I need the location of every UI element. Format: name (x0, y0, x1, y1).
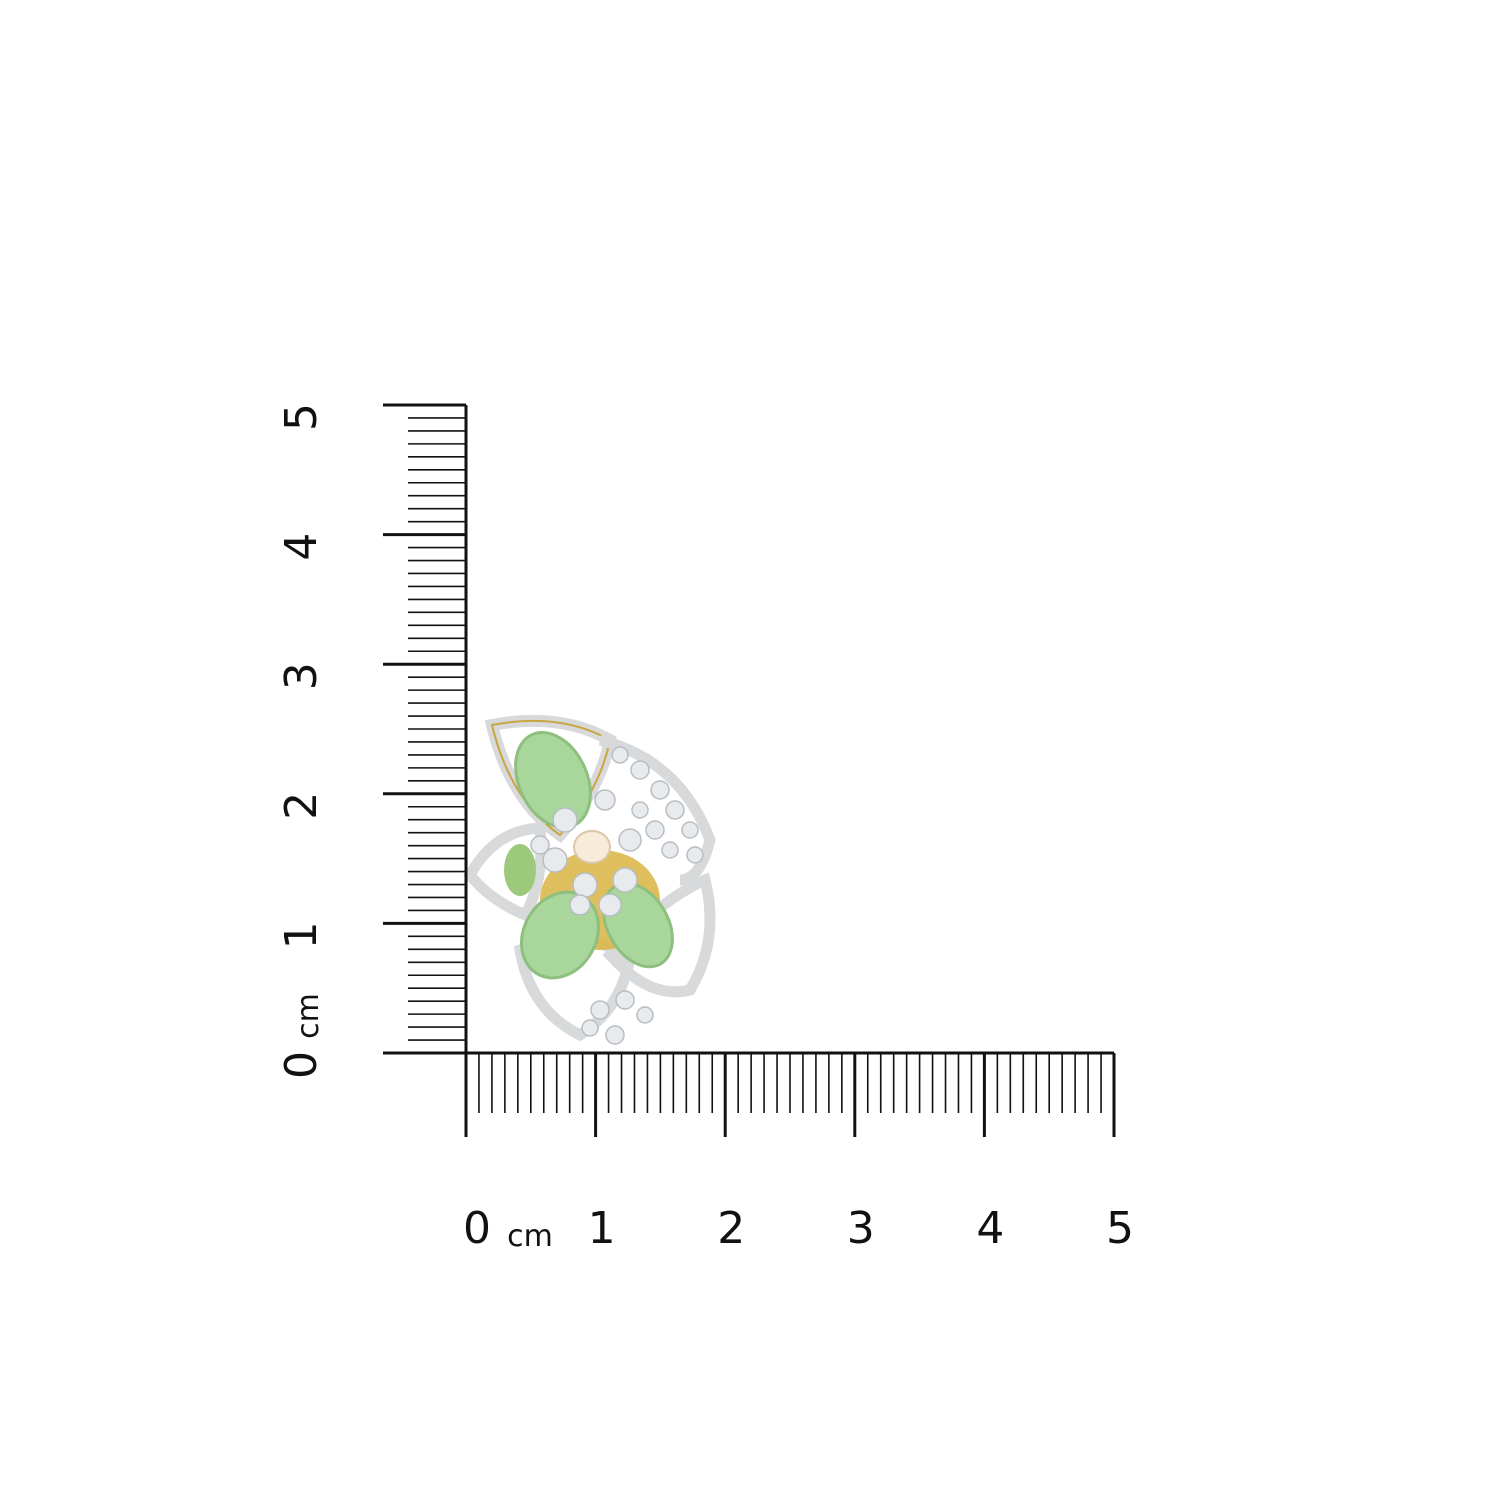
vertical-unit-label: cm (291, 993, 326, 1039)
horizontal-label-4: 4 (976, 1203, 1004, 1254)
vertical-label-1: 1 (276, 921, 327, 949)
horizontal-label-5: 5 (1106, 1203, 1134, 1254)
vertical-label-3: 3 (276, 662, 327, 690)
vertical-label-4: 4 (276, 533, 327, 561)
earring (463, 714, 716, 1045)
measurement-ruler (383, 403, 1116, 1137)
horizontal-label-2: 2 (717, 1203, 745, 1254)
pearl (573, 830, 611, 864)
vertical-label-2: 2 (276, 792, 327, 820)
horizontal-label-3: 3 (847, 1203, 875, 1254)
horizontal-label-0: 0 (463, 1203, 491, 1254)
fan-outline (598, 734, 716, 886)
left-leaf-outline (463, 822, 547, 922)
vertical-label-0: 0 (276, 1051, 327, 1079)
vertical-label-5: 5 (276, 403, 327, 431)
horizontal-unit-label: cm (507, 1219, 553, 1254)
green-stone (504, 844, 536, 896)
horizontal-label-1: 1 (588, 1203, 616, 1254)
